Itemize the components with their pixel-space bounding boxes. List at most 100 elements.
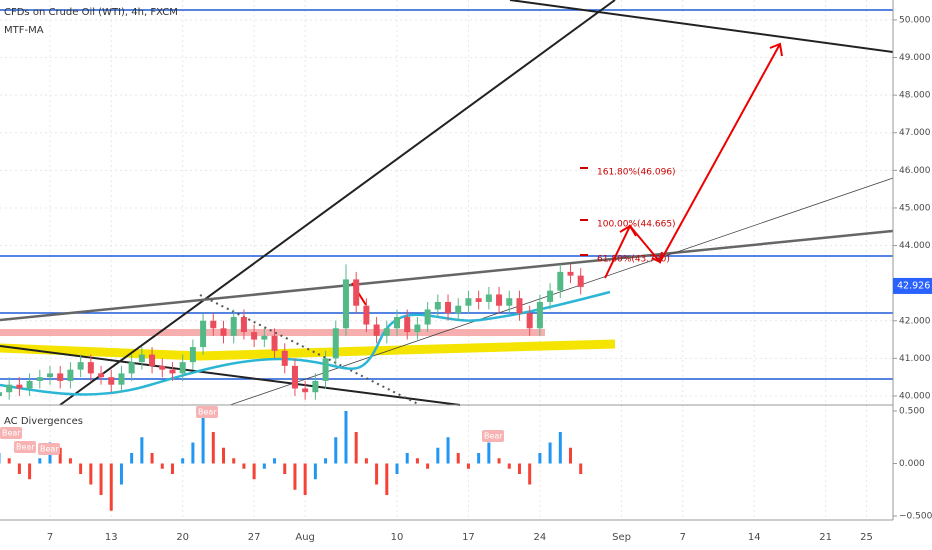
candle-body [251,332,258,340]
trend-line [199,294,421,406]
candle-body [179,362,186,374]
candle-body [281,350,288,366]
x-tick-label: 7 [47,532,53,543]
candle-body [363,305,370,325]
candle-body [271,335,278,351]
histogram-bar [344,410,348,464]
histogram-bar [28,463,32,480]
chart-title: CFDs on Crude Oil (WTI), 4h, FXCM [4,7,178,18]
candle-body [516,298,523,314]
x-tick-label: 21 [819,532,832,543]
histogram-bar [130,452,134,464]
annotation: Bear [484,432,503,441]
trend-line [509,0,894,53]
annotation: Bear [2,429,21,438]
histogram-bar [487,442,491,464]
histogram-bar [58,447,62,464]
histogram-bar [436,447,440,464]
histogram-bar [303,463,307,496]
histogram-bar [170,463,174,474]
candle-body [455,305,462,314]
histogram-bar [334,437,338,464]
candle-body [36,377,43,381]
histogram-bar [252,463,256,480]
histogram-bar [211,431,215,464]
histogram-bar [99,463,103,496]
fib-label: 61.80%(43.780) [597,255,670,265]
histogram-bar [17,463,21,474]
histogram-bar [507,463,511,469]
histogram-bar [558,431,562,464]
histogram-bar [201,416,205,464]
histogram-bar [79,463,83,474]
candle-body [567,271,574,276]
candle-body [189,347,196,363]
candle-body [424,309,431,325]
histogram-bar [150,452,154,464]
candle-body [220,328,227,336]
candle-body [0,392,2,396]
y-tick-label: 40.000 [899,391,931,401]
candle-body [322,358,329,381]
y-tick-label: 49.000 [899,53,931,63]
last-price-box [893,277,932,294]
histogram-bar [7,458,11,464]
candle-body [149,354,156,366]
annotation: Bear [198,408,217,417]
x-tick-label: 14 [748,532,761,543]
histogram-bar [293,463,297,490]
y-tick-label: 0.500 [899,406,925,416]
histogram-bar [415,458,419,464]
histogram-bar [466,463,470,469]
candle-body [210,320,217,329]
histogram-bar [354,431,358,464]
histogram-bar [313,463,317,480]
candle-body [434,301,441,310]
histogram-bar [517,463,521,474]
drawings [0,0,894,521]
candle-body [291,365,298,389]
candle-body [353,279,360,306]
candle-body [6,384,13,393]
y-tick-label: 45.000 [899,203,931,213]
histogram-bar [405,452,409,464]
histogram-bar [568,447,572,464]
x-tick-label: 10 [391,532,404,543]
candle-body [577,275,584,287]
candle-body [485,294,492,302]
candle-body [536,301,543,329]
x-tick-label: Aug [295,532,315,543]
y-tick-label: −0.500 [899,512,932,522]
zone [0,329,545,336]
x-tick-label: 17 [462,532,475,543]
histogram-bar [538,452,542,464]
candle-body [26,380,33,389]
candle-body [67,369,74,381]
last-price-label: 42.926 [897,280,930,291]
candle-body [383,328,390,336]
histogram-bar [68,458,72,464]
annotation-box [0,427,22,439]
x-tick-label: 13 [105,532,118,543]
histogram-bar [160,463,164,469]
histogram-bar [273,458,277,464]
y-tick-label: 44.000 [899,241,931,251]
y-tick-label: 42.000 [899,316,931,326]
arrow-head [619,42,783,264]
x-tick-label: 20 [176,532,189,543]
histogram-bar [222,447,226,464]
candle-body [240,317,247,333]
histogram-bar [385,463,389,496]
fib-label: 100.00%(44.665) [597,220,676,230]
histogram-bar [324,458,328,464]
fib-level [580,167,588,256]
candle-body [394,317,401,329]
annotation-box [14,441,36,453]
y-tick-label: 48.000 [899,91,931,101]
candle-body [118,373,125,385]
candle-body [57,373,64,381]
moving-average [0,290,611,396]
histogram-bar [395,463,399,474]
candle-body [169,369,176,374]
